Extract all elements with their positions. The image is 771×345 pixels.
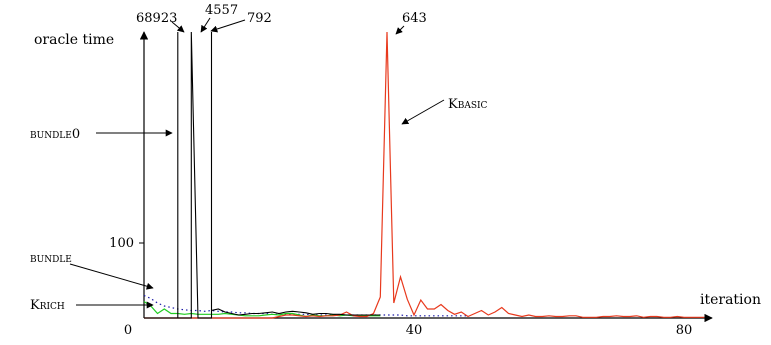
x-tick-label-80: 80 [676,323,693,338]
series-line-krich [143,300,381,318]
arrow-68923 [171,21,185,33]
y-axis-label: oracle time [34,32,114,48]
peak-label-643: 643 [402,11,427,26]
x-tick-label-40: 40 [406,323,423,338]
series-line-bundle0 [144,31,381,319]
series-label-krich: Krich [30,298,65,313]
series-label-bundle: bundle [30,251,72,266]
series-label-kbasic: Kbasic [448,97,488,112]
arrow-792 [210,19,246,33]
arrow-kbasic [401,99,445,125]
series-line-kbasic [144,31,705,319]
peak-label-792: 792 [247,11,272,26]
arrow-643 [395,25,405,35]
y-tick-label-100: 100 [109,236,134,251]
x-tick-label-0: 0 [124,323,132,338]
arrow-4557 [200,17,211,33]
arrow-bundle [69,263,154,290]
series-label-bundle0: bundle0 [30,127,80,142]
x-axis-label: iteration [700,292,761,308]
peak-label-68923: 68923 [136,11,177,26]
peak-label-4557: 4557 [205,3,238,18]
